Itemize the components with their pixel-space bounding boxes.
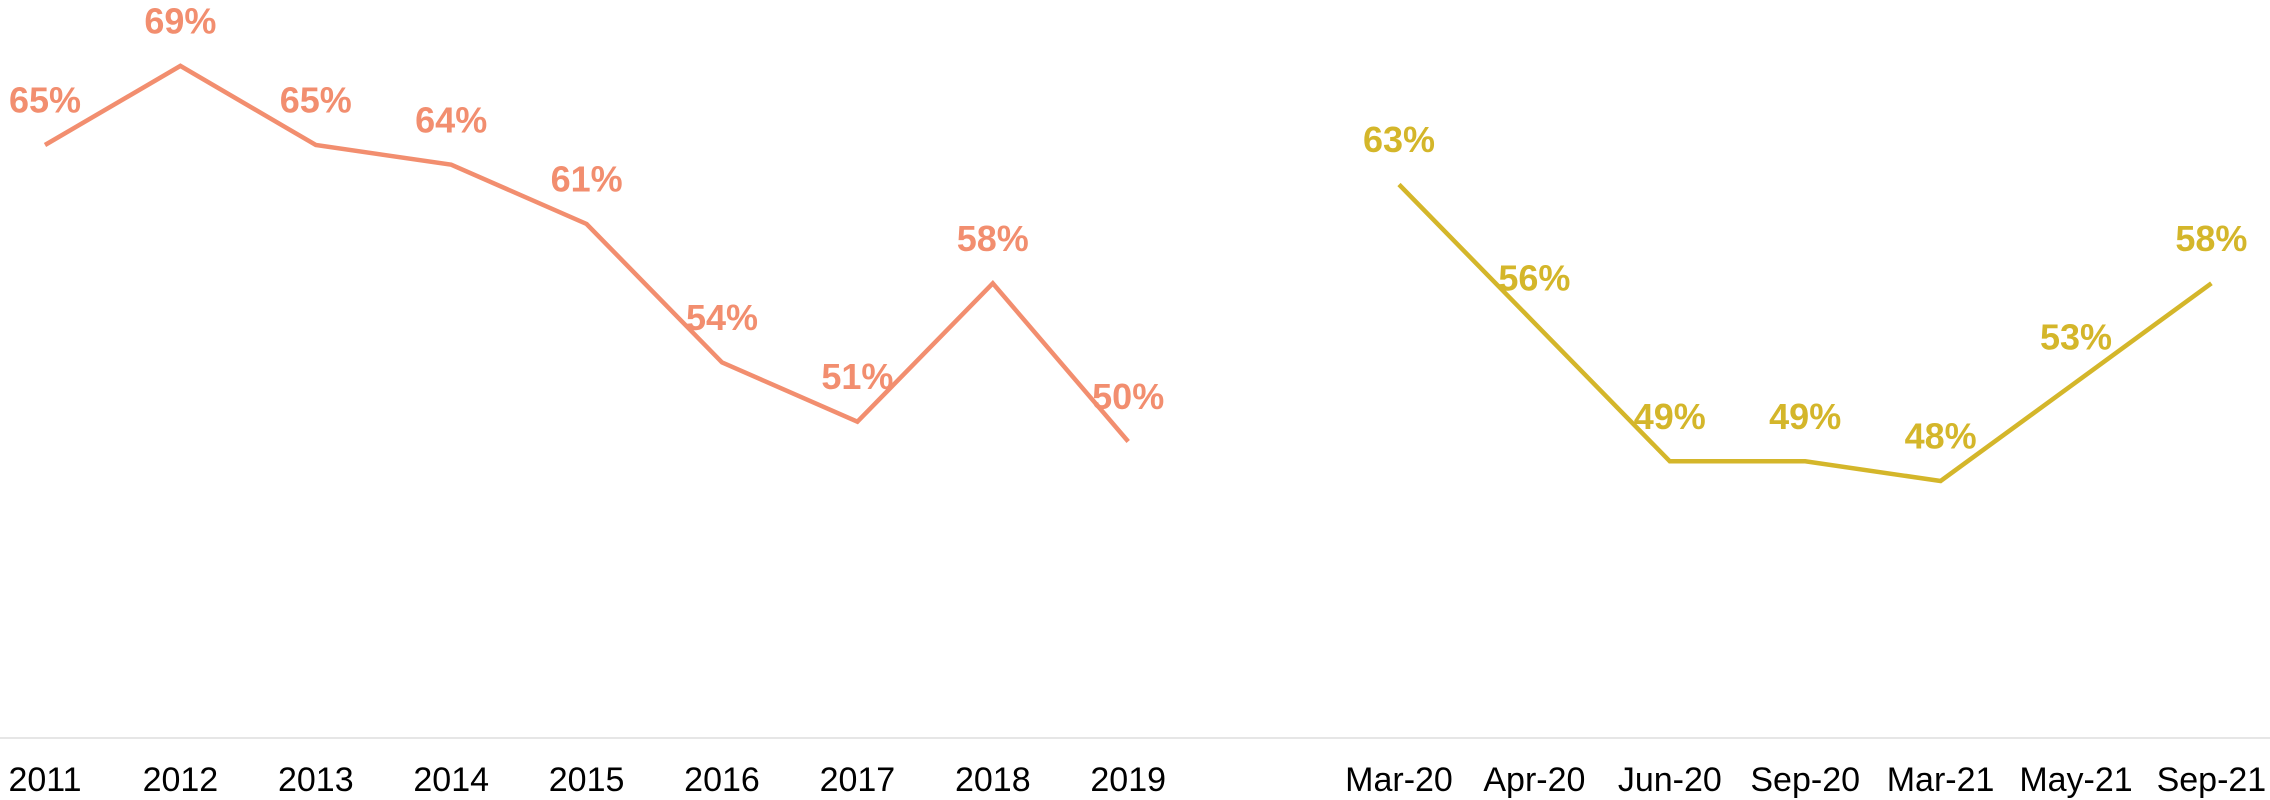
data-label: 56% [1498, 257, 1570, 298]
data-label: 63% [1363, 119, 1435, 160]
x-tick-label: Sep-20 [1750, 761, 1860, 799]
data-label: 50% [1092, 376, 1164, 417]
data-label: 65% [9, 79, 81, 120]
x-tick-label: 2012 [143, 761, 219, 799]
x-tick-label: Mar-20 [1345, 761, 1453, 799]
x-tick-label: 2017 [820, 761, 896, 799]
x-tick-label: 2013 [278, 761, 354, 799]
data-label: 51% [821, 356, 893, 397]
data-label: 64% [415, 99, 487, 140]
x-tick-label: 2014 [413, 761, 489, 799]
data-label: 65% [280, 79, 352, 120]
x-tick-label: 2011 [8, 761, 81, 799]
x-tick-label: May-21 [2019, 761, 2132, 799]
data-label: 49% [1769, 396, 1841, 437]
x-tick-label: 2019 [1090, 761, 1166, 799]
x-tick-label: Mar-21 [1887, 761, 1995, 799]
data-line [1397, 182, 2213, 484]
data-label: 54% [686, 297, 758, 338]
data-label: 58% [2175, 218, 2247, 259]
data-label: 53% [2040, 317, 2112, 358]
data-line [43, 63, 1130, 443]
data-label: 48% [1905, 416, 1977, 457]
x-tick-label: 2015 [549, 761, 625, 799]
data-label: 49% [1634, 396, 1706, 437]
x-tick-label: 2018 [955, 761, 1031, 799]
data-label: 69% [144, 0, 216, 41]
data-label: 61% [551, 159, 623, 200]
x-tick-label: Sep-21 [2157, 761, 2267, 799]
data-label: 58% [957, 218, 1029, 259]
x-tick-label: 2016 [684, 761, 760, 799]
x-tick-label: Jun-20 [1618, 761, 1722, 799]
x-tick-label: Apr-20 [1483, 761, 1585, 799]
